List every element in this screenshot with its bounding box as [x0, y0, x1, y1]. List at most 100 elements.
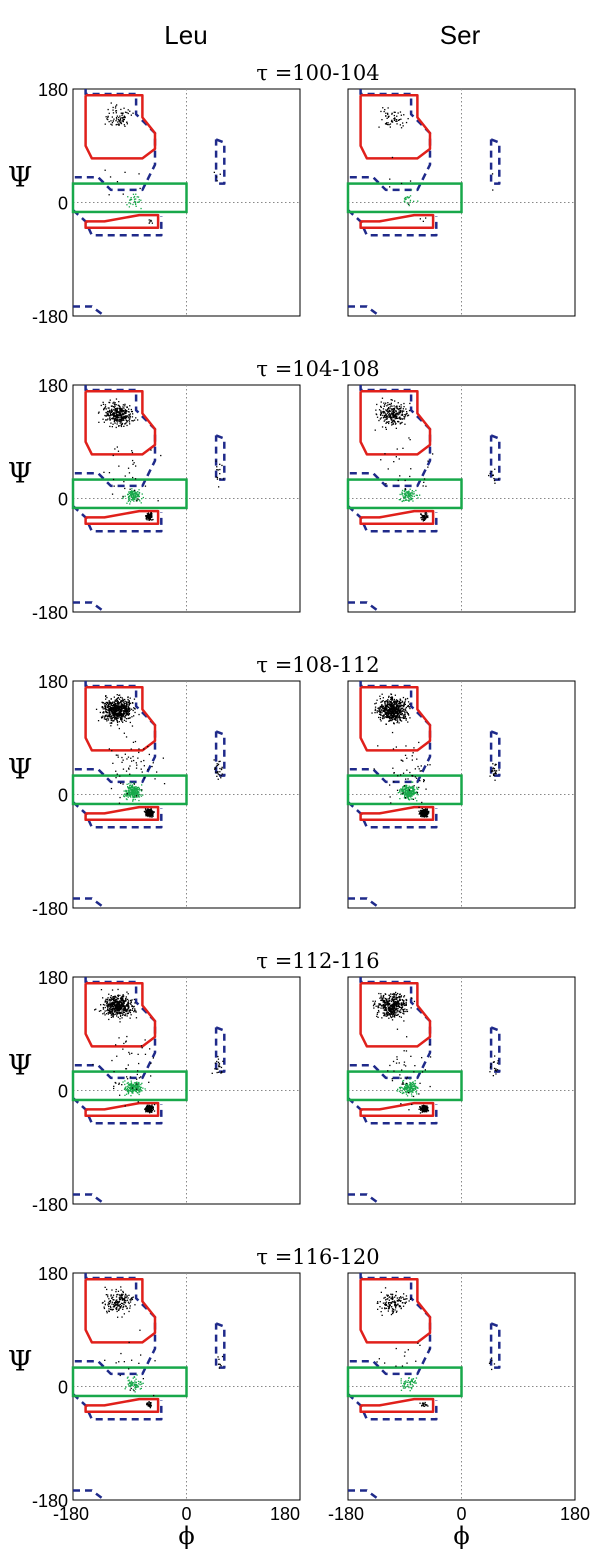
- scatter-point: [114, 422, 116, 424]
- scatter-point: [123, 425, 125, 427]
- scatter-point: [118, 416, 120, 419]
- scatter-point: [138, 713, 140, 716]
- scatter-point: [111, 718, 113, 720]
- scatter-point: [419, 780, 421, 782]
- scatter-point: [397, 420, 399, 423]
- scatter-point: [115, 1005, 117, 1007]
- scatter-point: [422, 518, 424, 520]
- scatter-point: [384, 1009, 386, 1012]
- scatter-point: [116, 713, 118, 715]
- panel-row-title: τ =108-112: [256, 653, 379, 677]
- scatter-point: [102, 711, 104, 714]
- scatter-point: [131, 497, 133, 499]
- scatter-point: [404, 490, 407, 492]
- scatter-point: [113, 1071, 115, 1073]
- scatter-point: [105, 698, 107, 700]
- scatter-point: [416, 800, 418, 802]
- scatter-point: [393, 712, 395, 715]
- scatter-point: [115, 1013, 117, 1015]
- scatter-point: [107, 1007, 109, 1009]
- scatter-point: [493, 768, 496, 770]
- scatter-point: [120, 712, 122, 715]
- scatter-point: [105, 408, 107, 410]
- scatter-point: [395, 746, 397, 748]
- scatter-point: [492, 770, 494, 772]
- scatter-point: [144, 811, 146, 814]
- scatter-point: [396, 123, 398, 125]
- scatter-point: [391, 719, 394, 721]
- scatter-point: [408, 706, 410, 708]
- scatter-point: [109, 705, 111, 707]
- scatter-point: [398, 703, 400, 705]
- scatter-point: [122, 710, 125, 712]
- scatter-point: [404, 754, 407, 756]
- scatter-point: [132, 203, 134, 206]
- scatter-point: [387, 1007, 389, 1009]
- scatter-point: [427, 516, 429, 519]
- scatter-points: [371, 693, 500, 818]
- scatter-point: [404, 488, 406, 490]
- scatter-point: [151, 765, 153, 768]
- scatter-point: [396, 405, 398, 407]
- scatter-point: [125, 412, 127, 414]
- scatter-point: [148, 518, 150, 521]
- scatter-point: [149, 518, 151, 521]
- scatter-point: [400, 720, 403, 722]
- scatter-point: [107, 115, 109, 117]
- scatter-point: [402, 999, 404, 1001]
- scatter-point: [123, 794, 125, 796]
- scatter-point: [120, 719, 122, 721]
- scatter-point: [117, 998, 120, 1000]
- scatter-point: [393, 714, 395, 716]
- scatter-point: [385, 409, 387, 411]
- scatter-point: [109, 702, 111, 704]
- scatter-point: [392, 707, 395, 709]
- scatter-point: [131, 494, 133, 496]
- scatter-point: [107, 997, 109, 999]
- scatter-point: [397, 414, 399, 416]
- scatter-point: [146, 812, 148, 814]
- scatter-point: [115, 419, 118, 422]
- scatter-point: [425, 514, 427, 517]
- scatter-point: [120, 420, 122, 422]
- scatter-point: [116, 414, 119, 416]
- scatter-point: [385, 716, 388, 719]
- scatter-point: [118, 412, 121, 415]
- scatter-point: [131, 725, 134, 727]
- scatter-point: [120, 410, 122, 412]
- scatter-point: [104, 1014, 106, 1016]
- scatter-point: [131, 410, 133, 413]
- scatter-point: [108, 999, 110, 1001]
- scatter-point: [127, 1093, 130, 1095]
- contour-beta: [348, 89, 432, 192]
- scatter-point: [130, 198, 133, 201]
- scatter-point: [140, 795, 143, 797]
- scatter-point: [396, 448, 398, 450]
- scatter-point: [421, 812, 423, 814]
- scatter-point: [122, 783, 124, 785]
- scatter-point: [393, 414, 396, 416]
- scatter-point: [151, 515, 153, 517]
- scatter-point: [118, 713, 120, 716]
- scatter-point: [137, 796, 140, 798]
- scatter-point: [139, 500, 141, 502]
- scatter-point: [119, 115, 121, 117]
- scatter-point: [128, 794, 130, 796]
- scatter-point: [118, 1037, 120, 1039]
- scatter-point: [397, 710, 399, 712]
- scatter-point: [383, 717, 385, 719]
- scatter-point: [115, 112, 117, 114]
- scatter-point: [103, 1012, 105, 1014]
- scatter-point: [152, 762, 154, 764]
- scatter-point: [117, 697, 119, 699]
- scatter-point: [412, 793, 414, 795]
- scatter-point: [134, 478, 137, 480]
- scatter-point: [380, 410, 382, 412]
- scatter-point: [139, 1088, 141, 1090]
- scatter-point: [129, 503, 131, 505]
- scatter-point: [147, 768, 149, 771]
- scatter-point: [136, 1081, 138, 1083]
- scatter-point: [389, 417, 392, 419]
- scatter-point: [391, 699, 393, 701]
- ylabel-psi: Ψ: [8, 753, 33, 786]
